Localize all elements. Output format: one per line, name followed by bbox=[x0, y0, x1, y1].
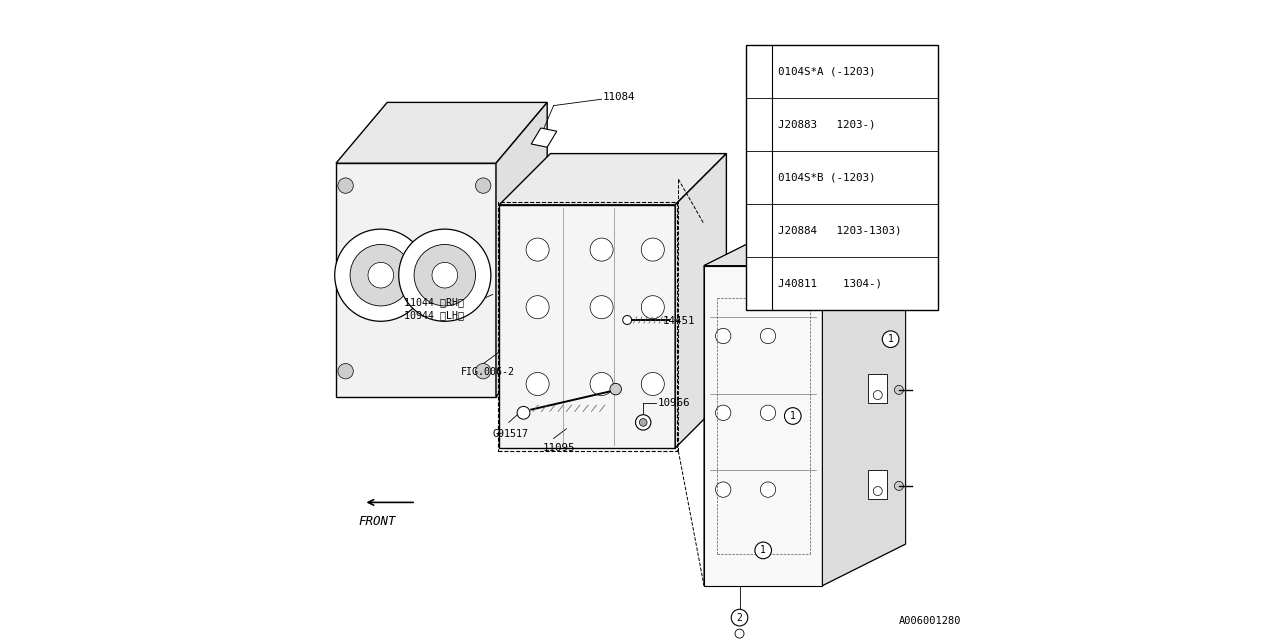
Polygon shape bbox=[704, 224, 906, 266]
Polygon shape bbox=[335, 102, 548, 163]
Text: 10966: 10966 bbox=[658, 398, 690, 408]
Circle shape bbox=[476, 178, 492, 193]
Circle shape bbox=[399, 229, 492, 321]
Text: 1: 1 bbox=[888, 334, 893, 344]
Bar bbox=[868, 470, 887, 499]
Circle shape bbox=[641, 296, 664, 319]
Circle shape bbox=[526, 372, 549, 396]
Text: 2: 2 bbox=[736, 612, 742, 623]
Circle shape bbox=[338, 178, 353, 193]
Circle shape bbox=[760, 328, 776, 344]
Text: 0104S*B (-1203): 0104S*B (-1203) bbox=[778, 173, 876, 182]
Circle shape bbox=[749, 88, 769, 108]
Polygon shape bbox=[676, 154, 727, 448]
Circle shape bbox=[351, 244, 412, 306]
Text: 1: 1 bbox=[755, 93, 763, 103]
Text: 14451: 14451 bbox=[663, 316, 695, 326]
Polygon shape bbox=[704, 266, 823, 586]
Circle shape bbox=[526, 296, 549, 319]
Circle shape bbox=[785, 408, 801, 424]
Circle shape bbox=[731, 609, 748, 626]
Circle shape bbox=[716, 328, 731, 344]
Circle shape bbox=[476, 364, 492, 379]
Text: 1: 1 bbox=[760, 545, 767, 556]
Text: J20884   1203-1303): J20884 1203-1303) bbox=[778, 226, 901, 236]
Circle shape bbox=[749, 220, 769, 241]
Text: 13115*B 〈LH〉: 13115*B 〈LH〉 bbox=[776, 180, 854, 191]
Circle shape bbox=[873, 486, 882, 495]
Circle shape bbox=[895, 289, 904, 298]
Text: 2: 2 bbox=[755, 226, 763, 236]
Circle shape bbox=[611, 383, 622, 395]
Circle shape bbox=[716, 482, 731, 497]
Bar bbox=[868, 374, 887, 403]
Text: A006001280: A006001280 bbox=[900, 616, 961, 626]
Text: 10944 〈LH〉: 10944 〈LH〉 bbox=[404, 310, 465, 320]
Circle shape bbox=[517, 406, 530, 419]
Text: 13115*A 〈RH〉: 13115*A 〈RH〉 bbox=[776, 168, 854, 178]
Circle shape bbox=[338, 364, 353, 379]
Polygon shape bbox=[335, 163, 497, 397]
Circle shape bbox=[735, 629, 744, 638]
Text: 11044 〈RH〉: 11044 〈RH〉 bbox=[404, 297, 465, 307]
Circle shape bbox=[895, 481, 904, 490]
Circle shape bbox=[641, 238, 664, 261]
Circle shape bbox=[335, 229, 428, 321]
Bar bbox=[745, 45, 937, 310]
Polygon shape bbox=[823, 224, 906, 586]
Circle shape bbox=[760, 405, 776, 420]
Text: G91517: G91517 bbox=[493, 429, 529, 439]
Circle shape bbox=[433, 262, 458, 288]
Circle shape bbox=[882, 331, 899, 348]
Circle shape bbox=[636, 415, 652, 430]
Circle shape bbox=[590, 296, 613, 319]
Polygon shape bbox=[497, 102, 548, 397]
Text: 0104S*A (-1203): 0104S*A (-1203) bbox=[778, 67, 876, 76]
Polygon shape bbox=[499, 205, 676, 448]
Circle shape bbox=[873, 390, 882, 399]
Polygon shape bbox=[499, 154, 727, 205]
Circle shape bbox=[590, 238, 613, 261]
Text: J40811    1304-): J40811 1304-) bbox=[778, 279, 882, 289]
Circle shape bbox=[641, 372, 664, 396]
Text: 11084: 11084 bbox=[603, 92, 635, 102]
Circle shape bbox=[526, 238, 549, 261]
Bar bbox=[868, 278, 887, 307]
Text: FRONT: FRONT bbox=[358, 515, 397, 528]
Circle shape bbox=[755, 542, 772, 559]
Circle shape bbox=[895, 385, 904, 394]
Text: FIG.006-2: FIG.006-2 bbox=[461, 367, 515, 378]
Circle shape bbox=[716, 405, 731, 420]
Circle shape bbox=[760, 482, 776, 497]
Circle shape bbox=[640, 419, 648, 426]
Text: 11095: 11095 bbox=[543, 443, 575, 453]
Circle shape bbox=[415, 244, 476, 306]
Polygon shape bbox=[704, 224, 787, 586]
Circle shape bbox=[873, 294, 882, 303]
Polygon shape bbox=[531, 128, 557, 147]
Text: 1: 1 bbox=[790, 411, 796, 421]
Polygon shape bbox=[704, 544, 906, 586]
Circle shape bbox=[590, 372, 613, 396]
Text: J20883   1203-): J20883 1203-) bbox=[778, 120, 876, 129]
Circle shape bbox=[623, 316, 632, 324]
Circle shape bbox=[369, 262, 394, 288]
